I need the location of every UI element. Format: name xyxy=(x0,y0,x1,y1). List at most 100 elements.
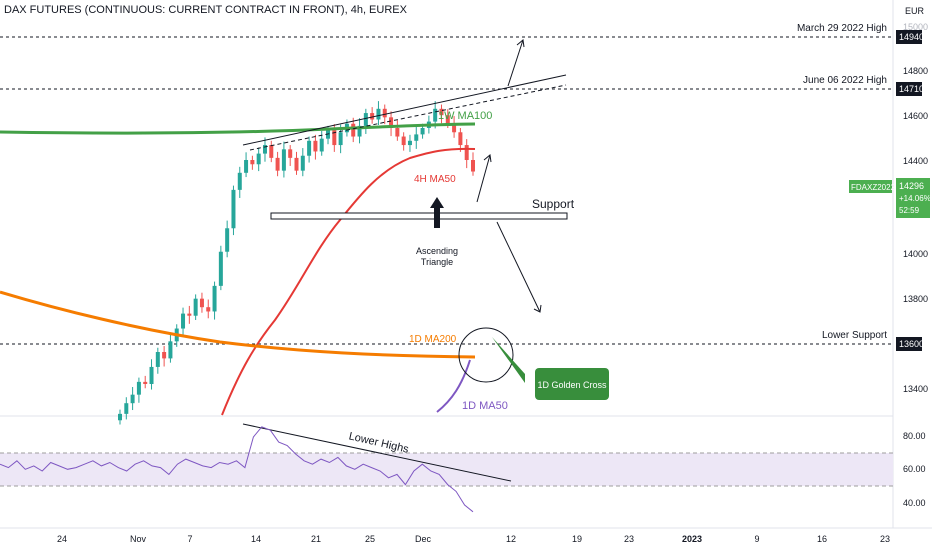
candle-body[interactable] xyxy=(439,108,444,116)
candle-body[interactable] xyxy=(269,145,274,158)
support-label: Support xyxy=(532,197,575,211)
price-change: +14.06% xyxy=(899,194,931,203)
ma50-1d-label: 1D MA50 xyxy=(462,400,508,412)
time-tick: 21 xyxy=(311,534,321,544)
candle-body[interactable] xyxy=(250,160,255,165)
candle-body[interactable] xyxy=(225,228,230,252)
price-tick: 13800 xyxy=(903,294,928,304)
lower-support-level-box xyxy=(896,337,922,351)
candle-body[interactable] xyxy=(181,313,186,329)
candle-body[interactable] xyxy=(332,130,337,146)
june-06-level-box xyxy=(896,82,922,96)
symbol-badge[interactable] xyxy=(849,180,892,193)
candle-body[interactable] xyxy=(445,115,450,124)
ascending-label-2: Triangle xyxy=(421,257,453,267)
ma200-1d-line[interactable] xyxy=(0,290,476,359)
candle-body[interactable] xyxy=(275,157,280,171)
candle-body[interactable] xyxy=(168,341,173,359)
candle-body[interactable] xyxy=(149,366,154,384)
candle-body[interactable] xyxy=(338,132,343,146)
current-price-box xyxy=(896,178,930,218)
candle-body[interactable] xyxy=(357,125,362,137)
candle-body[interactable] xyxy=(118,413,122,421)
price-tick: 13400 xyxy=(903,384,928,394)
candle-body[interactable] xyxy=(193,298,198,316)
candle-body[interactable] xyxy=(471,160,475,172)
candle-body[interactable] xyxy=(313,140,318,152)
breakout-arrow[interactable] xyxy=(507,39,524,87)
candle-body[interactable] xyxy=(218,251,223,286)
ma100-1w-line[interactable] xyxy=(0,122,476,135)
candle-body[interactable] xyxy=(288,149,293,158)
candle-body[interactable] xyxy=(244,160,249,173)
candle-body[interactable] xyxy=(124,403,129,414)
candle-body[interactable] xyxy=(363,113,368,126)
time-tick: 23 xyxy=(880,534,890,544)
candle-body[interactable] xyxy=(414,134,419,141)
triangle-upper-line[interactable] xyxy=(242,74,567,146)
down-projection-arrow[interactable] xyxy=(496,221,541,313)
rsi-tick: 80.00 xyxy=(903,431,926,441)
candle-body[interactable] xyxy=(395,128,400,137)
golden-cross-circle[interactable] xyxy=(458,327,514,383)
candle-body[interactable] xyxy=(420,128,425,135)
candle-body[interactable] xyxy=(130,394,135,404)
candle-body[interactable] xyxy=(206,307,211,312)
golden-cross-label: 1D Golden Cross xyxy=(537,380,607,390)
candle-body[interactable] xyxy=(262,145,267,154)
candle-body[interactable] xyxy=(452,123,457,133)
candle-body[interactable] xyxy=(155,352,160,367)
candle-body[interactable] xyxy=(281,149,286,171)
candle-body[interactable] xyxy=(294,157,299,171)
candle-body[interactable] xyxy=(162,352,167,359)
triangle-dashed-line[interactable] xyxy=(249,84,567,151)
candle-body[interactable] xyxy=(407,140,412,146)
candle-body[interactable] xyxy=(300,155,305,171)
candle-body[interactable] xyxy=(458,132,463,146)
candle-body[interactable] xyxy=(319,138,324,152)
candle-body[interactable] xyxy=(376,108,381,120)
lower-highs-line[interactable] xyxy=(242,423,512,482)
time-tick: 24 xyxy=(57,534,67,544)
ma50-1d-line[interactable] xyxy=(436,359,471,413)
candle-body[interactable] xyxy=(382,108,387,118)
candle-body[interactable] xyxy=(307,140,312,156)
candle-body[interactable] xyxy=(256,153,261,165)
candle-body[interactable] xyxy=(389,117,394,128)
candle-body[interactable] xyxy=(136,381,141,395)
lower-support-label: Lower Support xyxy=(822,330,887,341)
candle-body[interactable] xyxy=(231,189,236,229)
rsi-tick: 60.00 xyxy=(903,464,926,474)
candle-body[interactable] xyxy=(199,298,204,308)
chart-title: DAX FUTURES (CONTINUOUS: CURRENT CONTRAC… xyxy=(4,4,407,16)
ma50-4h-line[interactable] xyxy=(221,147,476,416)
candle-body[interactable] xyxy=(212,285,217,312)
current-price: 14296 xyxy=(899,181,924,191)
time-tick: 16 xyxy=(817,534,827,544)
time-tick: 14 xyxy=(251,534,261,544)
support-zone[interactable] xyxy=(270,212,568,220)
candle-body[interactable] xyxy=(143,381,148,384)
bar-countdown: 52:59 xyxy=(899,206,920,215)
june-06-label: June 06 2022 High xyxy=(803,75,887,86)
candle-body[interactable] xyxy=(433,108,438,122)
candle-body[interactable] xyxy=(401,136,406,146)
ascending-label-1: Ascending xyxy=(416,246,458,256)
candle-body[interactable] xyxy=(464,145,469,160)
candle-body[interactable] xyxy=(370,113,375,120)
ascending-triangle-arrow[interactable] xyxy=(430,197,444,228)
price-tick: 14600 xyxy=(903,111,928,121)
candle-body[interactable] xyxy=(237,172,242,190)
candle-body[interactable] xyxy=(351,123,356,137)
candlestick-series[interactable] xyxy=(118,101,475,425)
time-tick: 12 xyxy=(506,534,516,544)
march-29-level-box xyxy=(896,30,922,44)
price-tick: 14800 xyxy=(903,66,928,76)
golden-cross-callout[interactable] xyxy=(535,368,609,400)
candle-body[interactable] xyxy=(187,313,192,316)
rsi-line[interactable] xyxy=(0,426,474,513)
up-projection-arrow[interactable] xyxy=(476,154,491,203)
march-29-label: March 29 2022 High xyxy=(797,23,887,34)
